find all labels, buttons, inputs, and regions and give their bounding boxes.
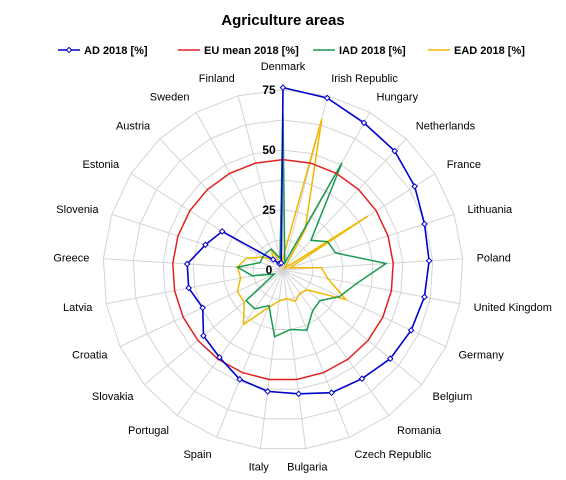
data-point-romania [358, 375, 366, 383]
category-label-italy: Italy [249, 461, 270, 473]
data-point-latvia [185, 284, 193, 292]
legend-label: IAD 2018 [%] [339, 45, 406, 57]
category-label-denmark: Denmark [261, 61, 306, 73]
category-label-finland: Finland [199, 73, 235, 85]
grid-spoke [282, 269, 350, 438]
grid-spoke [282, 269, 460, 305]
series-line [172, 158, 394, 381]
series-layer [172, 84, 433, 398]
data-point-croatia [199, 304, 206, 312]
data-point-bulgaria [295, 390, 302, 398]
category-label-germany: Germany [459, 349, 505, 361]
grid-spoke [111, 213, 284, 271]
category-label-portugal: Portugal [128, 425, 169, 437]
data-point-slovakia [200, 332, 207, 340]
data-point-slovenia [202, 241, 209, 249]
series-ad [183, 84, 433, 398]
category-label-france: France [447, 159, 481, 171]
data-point-italy [264, 388, 271, 395]
legend-marker [65, 46, 73, 54]
grid-spoke [216, 269, 284, 438]
grid-spoke [159, 138, 284, 271]
data-point-belgium [386, 355, 394, 363]
series-line [235, 113, 388, 338]
category-label-hungary: Hungary [377, 92, 419, 104]
category-label-slovenia: Slovenia [56, 204, 99, 216]
grid-spoke [103, 258, 284, 271]
grid-spoke [282, 138, 407, 271]
series-ead [236, 118, 369, 326]
category-label-czech-republic: Czech Republic [354, 449, 432, 461]
grid-spoke [282, 269, 307, 449]
category-label-slovakia: Slovakia [92, 391, 134, 403]
data-point-denmark [279, 84, 287, 91]
data-point-irish-republic [323, 94, 331, 102]
category-label-latvia: Latvia [63, 302, 93, 314]
data-point-austria [269, 256, 277, 263]
grid-spoke [259, 269, 284, 449]
series-line [236, 118, 369, 326]
category-label-romania: Romania [397, 425, 442, 437]
category-label-poland: Poland [477, 253, 511, 265]
grid-spoke [282, 269, 447, 348]
category-label-sweden: Sweden [150, 92, 190, 104]
tick-label-50: 50 [262, 143, 276, 157]
legend-label: EAD 2018 [%] [454, 45, 525, 57]
data-point-finland [277, 259, 285, 267]
grid-ring [162, 149, 404, 390]
category-label-lithuania: Lithuania [468, 204, 514, 216]
legend-item-ad: AD 2018 [%] [58, 45, 148, 57]
data-point-poland [425, 257, 433, 265]
data-point-united-kingdom [421, 293, 428, 301]
legend-item-ead: EAD 2018 [%] [428, 45, 525, 57]
data-point-lithuania [421, 220, 428, 228]
data-point-france [411, 183, 419, 190]
data-point-portugal [216, 354, 223, 361]
category-label-greece: Greece [53, 253, 89, 265]
category-label-belgium: Belgium [433, 391, 473, 403]
tick-label-25: 25 [262, 203, 276, 217]
series-iad [235, 113, 388, 338]
series-line [186, 86, 430, 395]
grid-spoke [176, 269, 284, 416]
category-label-spain: Spain [183, 449, 211, 461]
grid-spoke [282, 269, 390, 416]
category-label-netherlands: Netherlands [416, 121, 476, 133]
data-point-greece [183, 260, 191, 268]
data-point-estonia [218, 228, 226, 235]
category-label-croatia: Croatia [72, 349, 108, 361]
grid-spoke [237, 95, 284, 271]
data-point-netherlands [391, 147, 399, 155]
grid-ring [222, 209, 344, 330]
category-label-bulgaria: Bulgaria [287, 461, 328, 473]
data-point-spain [236, 376, 244, 383]
tick-label-0: 0 [266, 263, 273, 277]
category-label-irish-republic: Irish Republic [331, 73, 398, 85]
legend-item-iad: IAD 2018 [%] [313, 45, 406, 57]
grid-spoke [143, 269, 284, 386]
grid-spoke [130, 173, 284, 271]
tick-label-75: 75 [262, 83, 276, 97]
legend-label: EU mean 2018 [%] [204, 45, 299, 57]
legend-item-eu: EU mean 2018 [%] [178, 45, 299, 57]
tick-labels: 0 25 50 75 [262, 83, 276, 277]
legend-label: AD 2018 [%] [84, 45, 148, 57]
category-label-estonia: Estonia [82, 159, 120, 171]
category-labels: Denmark Irish Republic Hungary Netherlands F… [53, 61, 552, 473]
data-point-hungary [360, 119, 368, 127]
data-point-germany [407, 326, 415, 334]
grid-ring [132, 119, 434, 420]
chart-title: Agriculture areas [221, 12, 344, 29]
grid-spoke [282, 269, 423, 386]
grid-spoke [195, 112, 284, 271]
data-point-czech-republic [328, 389, 335, 397]
legend: AD 2018 [%] EU mean 2018 [%] IAD 2018 [%] E… [58, 45, 525, 57]
grid-ring [102, 89, 464, 450]
series-eu [172, 158, 394, 381]
category-label-austria: Austria [116, 121, 151, 133]
grid-ring [192, 179, 374, 360]
category-label-united-kingdom: United Kingdom [474, 302, 552, 314]
